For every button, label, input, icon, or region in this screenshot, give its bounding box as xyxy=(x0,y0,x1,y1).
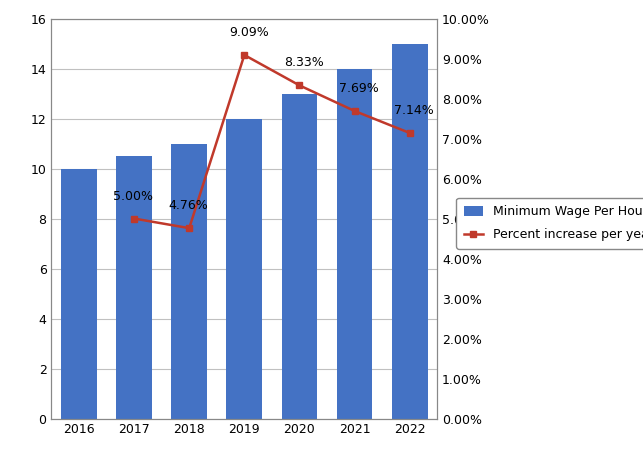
Bar xyxy=(392,44,428,418)
Legend: Minimum Wage Per Hour, Percent increase per year: Minimum Wage Per Hour, Percent increase … xyxy=(457,198,643,249)
Text: 5.00%: 5.00% xyxy=(113,190,153,203)
Text: 4.76%: 4.76% xyxy=(168,199,208,212)
Text: 7.14%: 7.14% xyxy=(394,104,434,117)
Bar xyxy=(61,169,97,418)
Text: 9.09%: 9.09% xyxy=(229,26,269,39)
Text: 8.33%: 8.33% xyxy=(284,56,324,69)
Bar xyxy=(337,69,372,418)
Bar xyxy=(282,93,318,418)
Bar xyxy=(226,119,262,418)
Bar xyxy=(171,144,207,418)
Bar xyxy=(116,156,152,419)
Text: 7.69%: 7.69% xyxy=(339,82,379,95)
